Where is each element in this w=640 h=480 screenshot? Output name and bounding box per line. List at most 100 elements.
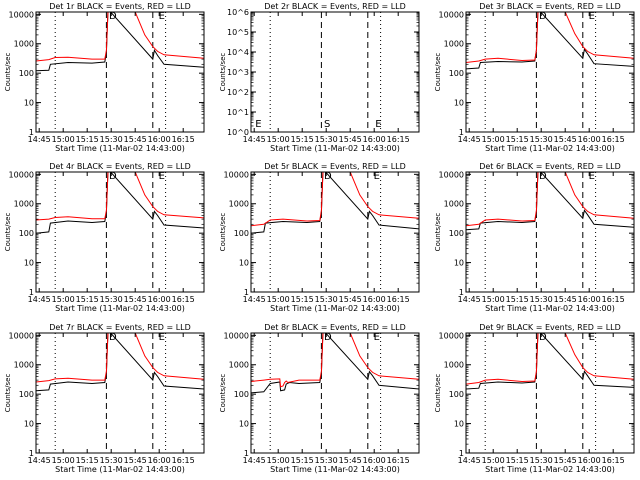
x-tick-label: 15:00	[482, 456, 505, 465]
x-tick-label: 15:30	[530, 135, 553, 144]
x-tick-label: 15:15	[506, 456, 529, 465]
x-tick-label: 16:15	[602, 135, 625, 144]
x-tick-label: 16:00	[363, 456, 386, 465]
y-tick-label: 10	[239, 259, 249, 268]
x-tick-label: 15:30	[315, 295, 338, 304]
plot-frame	[250, 11, 420, 133]
panel-title: Det 6r BLACK = Events, RED = LLD	[479, 162, 621, 171]
x-tick-label: 14:45	[458, 295, 481, 304]
x-tick-label: 14:45	[243, 456, 266, 465]
y-axis-label: Counts/sec	[434, 53, 442, 92]
y-tick-label: 10	[24, 99, 34, 108]
state-marker-label: D	[324, 332, 332, 343]
x-tick-label: 16:15	[172, 135, 195, 144]
y-tick-label: 10	[24, 259, 34, 268]
x-tick-label: 14:45	[28, 456, 51, 465]
panel-title: Det 3r BLACK = Events, RED = LLD	[479, 2, 621, 11]
x-tick-label: 16:00	[363, 135, 386, 144]
y-tick-label: 10^0	[227, 128, 249, 137]
x-tick-label: 15:00	[52, 295, 75, 304]
y-tick-label: 10000	[9, 331, 34, 340]
x-axis-label: Start Time (11-Mar-02 14:43:00)	[55, 304, 185, 313]
x-tick-label: 15:45	[124, 295, 147, 304]
y-tick-label: 10^4	[227, 48, 249, 57]
lld-series-line	[466, 333, 634, 385]
events-series-line	[251, 172, 419, 234]
y-tick-label: 10000	[9, 10, 34, 19]
y-tick-label: 10000	[224, 331, 249, 340]
y-tick-label: 10	[454, 259, 464, 268]
y-tick-label: 1	[244, 449, 249, 458]
x-tick-label: 16:00	[148, 456, 171, 465]
x-tick-label: 15:00	[52, 456, 75, 465]
x-tick-label: 15:45	[339, 295, 362, 304]
x-tick-label: 15:45	[554, 295, 577, 304]
x-tick-label: 15:45	[554, 456, 577, 465]
y-tick-label: 10000	[439, 10, 464, 19]
panel-title: Det 9r BLACK = Events, RED = LLD	[479, 323, 621, 332]
x-tick-label: 15:30	[315, 135, 338, 144]
y-tick-label: 10	[454, 99, 464, 108]
x-tick-label: 15:30	[530, 456, 553, 465]
y-tick-label: 100	[19, 69, 34, 78]
y-axis-label: Counts/sec	[219, 53, 227, 92]
x-axis-label: Start Time (11-Mar-02 14:43:00)	[55, 465, 185, 474]
y-tick-label: 10^2	[227, 88, 249, 97]
lld-series-line	[466, 172, 634, 227]
x-tick-label: 16:00	[148, 135, 171, 144]
x-axis-label: Start Time (11-Mar-02 14:43:00)	[270, 465, 400, 474]
y-tick-label: 1000	[14, 361, 34, 370]
events-series-line	[36, 12, 204, 72]
x-tick-label: 15:45	[339, 456, 362, 465]
state-marker-label: E	[589, 11, 595, 22]
x-tick-label: 16:00	[578, 456, 601, 465]
y-tick-label: 10000	[224, 170, 249, 179]
x-tick-label: 15:45	[554, 135, 577, 144]
x-tick-label: 14:45	[28, 295, 51, 304]
y-tick-label: 1	[29, 449, 34, 458]
state-marker-label: D	[324, 171, 332, 182]
x-tick-label: 16:15	[387, 456, 410, 465]
state-marker-label: E	[589, 171, 595, 182]
plot-frame	[465, 171, 635, 293]
x-tick-label: 15:00	[267, 295, 290, 304]
y-tick-label: 100	[19, 229, 34, 238]
x-axis-label: Start Time (11-Mar-02 14:43:00)	[270, 304, 400, 313]
state-marker-label: E	[375, 119, 381, 130]
x-tick-label: 15:15	[291, 456, 314, 465]
y-tick-label: 1000	[229, 200, 249, 209]
y-tick-label: 10000	[439, 170, 464, 179]
state-marker-label: D	[109, 11, 117, 22]
x-tick-label: 16:15	[387, 135, 410, 144]
y-tick-label: 1000	[14, 200, 34, 209]
y-tick-label: 10	[239, 420, 249, 429]
x-axis-label: Start Time (11-Mar-02 14:43:00)	[270, 144, 400, 153]
y-tick-label: 1000	[444, 40, 464, 49]
x-axis-label: Start Time (11-Mar-02 14:43:00)	[485, 304, 615, 313]
plot-frame	[35, 171, 205, 293]
events-series-line	[251, 333, 419, 394]
y-tick-label: 1	[244, 288, 249, 297]
y-axis-label: Counts/sec	[4, 53, 12, 92]
state-marker-label: E	[255, 119, 261, 130]
y-tick-label: 1	[459, 128, 464, 137]
state-marker-label: E	[374, 332, 380, 343]
y-tick-label: 100	[234, 229, 249, 238]
plot-frame	[250, 171, 420, 293]
x-tick-label: 16:15	[172, 295, 195, 304]
lld-series-line	[36, 172, 204, 221]
state-marker-label: D	[539, 171, 547, 182]
x-tick-label: 15:00	[267, 135, 290, 144]
x-tick-label: 15:15	[76, 456, 99, 465]
x-tick-label: 14:45	[28, 135, 51, 144]
x-tick-label: 15:30	[100, 456, 123, 465]
y-axis-label: Counts/sec	[434, 213, 442, 252]
lld-series-line	[466, 12, 634, 63]
x-tick-label: 16:15	[602, 456, 625, 465]
